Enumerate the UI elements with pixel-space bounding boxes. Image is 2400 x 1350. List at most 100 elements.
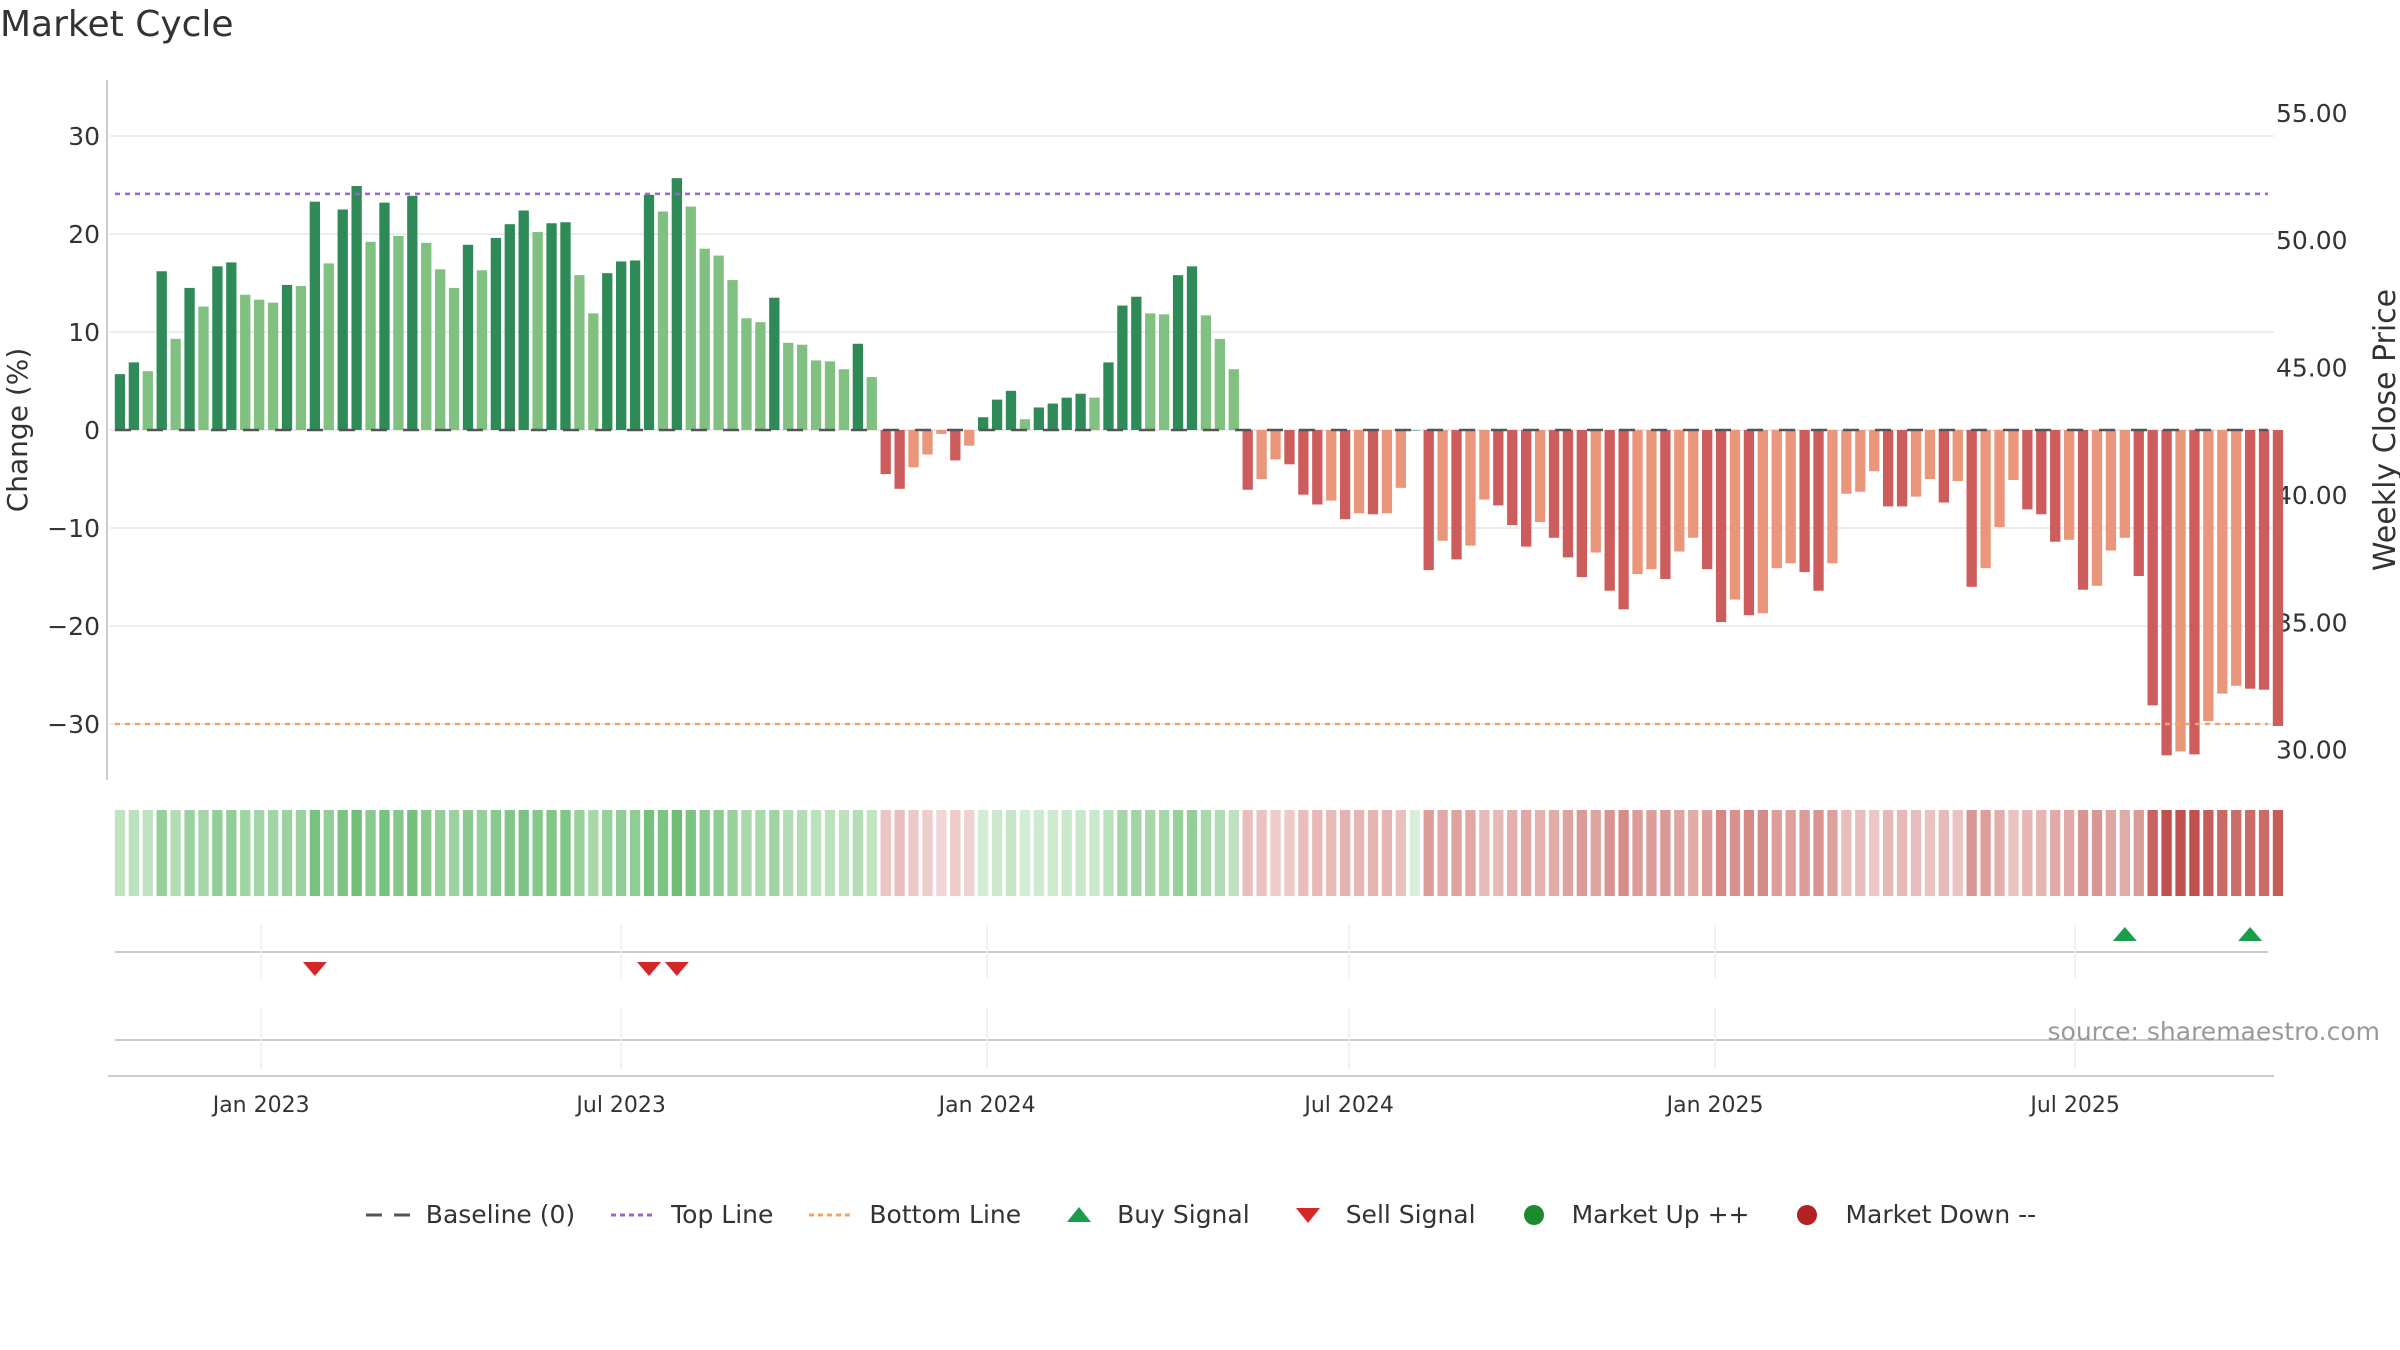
bar: [2008, 430, 2019, 480]
bar: [1061, 397, 1072, 430]
bar: [337, 209, 348, 430]
heat-cell: [323, 810, 334, 896]
bar: [2063, 430, 2075, 540]
heat-cell: [602, 810, 613, 896]
bar: [1339, 430, 1351, 520]
heat-cell: [1479, 810, 1490, 896]
heat-cell: [1353, 810, 1365, 896]
heat-cell: [1980, 810, 1991, 896]
heat-cell: [1757, 810, 1768, 896]
heat-cell: [1910, 810, 1922, 896]
heat-cell: [1395, 810, 1406, 896]
heat-cell: [504, 810, 515, 896]
heat-cell: [699, 810, 710, 896]
bar: [616, 261, 627, 430]
bar: [797, 344, 808, 430]
bar: [1827, 430, 1838, 564]
heat-cell: [588, 810, 599, 896]
heat-cell: [824, 810, 836, 896]
bar: [448, 287, 460, 430]
bar: [1952, 430, 1963, 481]
bar: [1869, 430, 1880, 472]
heat-cell: [128, 810, 140, 896]
heat-cell: [1256, 810, 1267, 896]
heat-cell: [1019, 810, 1031, 896]
bar: [727, 280, 738, 430]
bar-series: [114, 178, 2284, 756]
heat-cell: [1312, 810, 1323, 896]
bar: [936, 430, 947, 434]
x-tick-label: Jul 2023: [574, 1093, 666, 1118]
legend-item: Top Line: [609, 1200, 773, 1229]
heat-cell: [1660, 810, 1671, 896]
bar: [1520, 430, 1532, 547]
heat-cell: [1367, 810, 1379, 896]
bar: [1200, 315, 1212, 430]
bar: [1966, 430, 1977, 587]
bar: [880, 430, 891, 475]
bar: [490, 237, 502, 430]
bar: [783, 342, 794, 430]
heat-cell: [184, 810, 195, 896]
bar: [2036, 430, 2047, 515]
y-tick-label: 10: [68, 318, 100, 347]
heat-cell: [1813, 810, 1824, 896]
heat-cell: [1715, 810, 1727, 896]
heat-cell: [1841, 810, 1852, 896]
bar: [866, 377, 877, 430]
bar: [435, 269, 446, 430]
bar: [1701, 430, 1713, 570]
legend-swatch-dash-dash: [365, 1213, 410, 1216]
sell-signal-marker: [302, 962, 327, 976]
bar: [629, 260, 641, 430]
heat-cell: [1200, 810, 1212, 896]
heat-cell: [810, 810, 822, 896]
bar: [1590, 430, 1601, 553]
bar: [1548, 430, 1560, 538]
legend-swatch-dotted-purple: [611, 1213, 656, 1216]
bar: [1785, 430, 1796, 564]
heat-cell: [1952, 810, 1963, 896]
heat-cell: [1701, 810, 1713, 896]
heat-cell: [142, 810, 153, 896]
bar: [1896, 430, 1908, 507]
heat-cell: [518, 810, 529, 896]
heat-cell: [685, 810, 696, 896]
bar: [1771, 430, 1782, 569]
bar: [156, 271, 167, 430]
heat-cell: [727, 810, 738, 896]
heat-cell: [1534, 810, 1546, 896]
heat-cell: [2161, 810, 2172, 896]
heat-cell: [546, 810, 557, 896]
heat-cell: [1172, 810, 1184, 896]
bar: [407, 195, 418, 430]
bar: [1743, 430, 1755, 616]
heat-cell: [1033, 810, 1045, 896]
bar: [1451, 430, 1462, 560]
bar: [2119, 430, 2130, 538]
bar: [309, 201, 321, 430]
heat-cell: [1493, 810, 1504, 896]
heat-cell: [922, 810, 933, 896]
bar: [295, 285, 307, 430]
bar: [964, 430, 975, 446]
heat-cell: [1465, 810, 1476, 896]
bar: [1437, 430, 1448, 541]
heat-cell: [1242, 810, 1253, 896]
heat-cell: [1061, 810, 1072, 896]
bar: [1534, 430, 1546, 523]
legend-item: Market Down --: [1783, 1200, 2036, 1229]
legend: Baseline (0) Top Line Bottom Line Buy Signa…: [0, 1200, 2400, 1229]
heat-cell: [894, 810, 905, 896]
bar: [1117, 305, 1128, 430]
bar: [198, 306, 209, 430]
bar: [1757, 430, 1768, 614]
heat-cell: [657, 810, 669, 896]
bar: [769, 297, 780, 430]
heat-cell: [964, 810, 975, 896]
bar: [1242, 430, 1253, 490]
heat-cell: [1507, 810, 1518, 896]
legend-label: Buy Signal: [1117, 1200, 1250, 1229]
bar: [1493, 430, 1504, 506]
bar: [2091, 430, 2103, 586]
